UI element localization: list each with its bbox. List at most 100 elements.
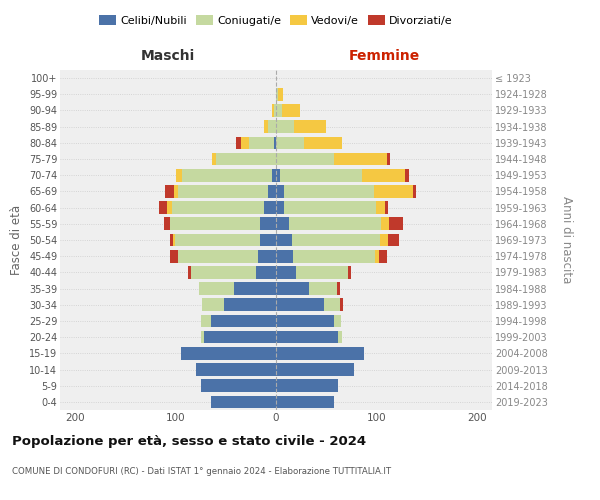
Y-axis label: Fasce di età: Fasce di età <box>10 205 23 275</box>
Bar <box>182 169 272 181</box>
Bar <box>274 104 276 117</box>
Bar <box>260 218 276 230</box>
Bar <box>276 218 289 230</box>
Bar <box>276 396 334 408</box>
Bar <box>191 266 256 278</box>
Bar <box>176 169 182 181</box>
Bar <box>203 331 276 344</box>
Bar <box>160 202 167 214</box>
Bar <box>164 218 170 230</box>
Bar <box>388 234 398 246</box>
Bar <box>382 218 389 230</box>
Bar <box>334 152 386 166</box>
Bar <box>379 250 386 262</box>
Bar <box>376 202 385 214</box>
Bar <box>212 152 216 166</box>
Bar <box>292 234 380 246</box>
Bar <box>276 380 338 392</box>
Bar <box>289 218 382 230</box>
Bar <box>309 282 337 295</box>
Bar <box>294 120 326 133</box>
Bar <box>272 169 276 181</box>
Bar <box>200 314 211 328</box>
Bar <box>362 169 404 181</box>
Bar <box>276 347 364 360</box>
Bar <box>334 314 341 328</box>
Bar <box>276 120 294 133</box>
Bar <box>234 282 276 295</box>
Bar <box>249 136 274 149</box>
Bar <box>276 363 355 376</box>
Text: Maschi: Maschi <box>141 48 195 62</box>
Bar <box>188 266 191 278</box>
Bar <box>260 234 276 246</box>
Bar <box>170 234 173 246</box>
Bar <box>404 169 409 181</box>
Bar <box>296 266 349 278</box>
Bar <box>276 202 284 214</box>
Bar <box>337 282 340 295</box>
Bar <box>276 250 293 262</box>
Bar <box>276 88 278 101</box>
Bar <box>170 218 260 230</box>
Bar <box>276 298 324 311</box>
Bar <box>224 298 276 311</box>
Bar <box>276 314 334 328</box>
Bar <box>167 202 172 214</box>
Bar <box>385 202 388 214</box>
Bar <box>389 218 403 230</box>
Bar <box>199 282 234 295</box>
Text: Femmine: Femmine <box>349 48 419 62</box>
Bar <box>172 202 264 214</box>
Bar <box>293 250 376 262</box>
Bar <box>276 104 282 117</box>
Bar <box>170 250 178 262</box>
Bar <box>181 347 276 360</box>
Bar <box>278 88 283 101</box>
Bar <box>338 331 343 344</box>
Bar <box>274 136 276 149</box>
Bar <box>178 185 268 198</box>
Bar <box>258 250 276 262</box>
Text: Popolazione per età, sesso e stato civile - 2024: Popolazione per età, sesso e stato civil… <box>12 435 366 448</box>
Bar <box>268 185 276 198</box>
Bar <box>196 363 276 376</box>
Bar <box>374 185 413 198</box>
Bar <box>200 331 203 344</box>
Bar <box>276 136 304 149</box>
Bar <box>202 298 224 311</box>
Bar <box>211 396 276 408</box>
Bar <box>178 250 258 262</box>
Bar <box>413 185 416 198</box>
Bar <box>276 169 280 181</box>
Bar <box>256 266 276 278</box>
Bar <box>272 104 274 117</box>
Y-axis label: Anni di nascita: Anni di nascita <box>560 196 572 284</box>
Bar <box>276 331 338 344</box>
Bar <box>175 234 260 246</box>
Bar <box>349 266 352 278</box>
Bar <box>166 185 173 198</box>
Bar <box>304 136 343 149</box>
Bar <box>376 250 379 262</box>
Bar <box>276 282 309 295</box>
Bar <box>264 202 276 214</box>
Bar <box>276 266 296 278</box>
Bar <box>236 136 241 149</box>
Text: COMUNE DI CONDOFURI (RC) - Dati ISTAT 1° gennaio 2024 - Elaborazione TUTTITALIA.: COMUNE DI CONDOFURI (RC) - Dati ISTAT 1°… <box>12 468 391 476</box>
Bar <box>284 202 376 214</box>
Bar <box>264 120 268 133</box>
Bar <box>216 152 276 166</box>
Bar <box>340 298 343 311</box>
Bar <box>276 152 334 166</box>
Bar <box>200 380 276 392</box>
Legend: Celibi/Nubili, Coniugati/e, Vedovi/e, Divorziati/e: Celibi/Nubili, Coniugati/e, Vedovi/e, Di… <box>95 10 457 30</box>
Bar <box>241 136 249 149</box>
Bar <box>324 298 340 311</box>
Bar <box>268 120 276 133</box>
Bar <box>211 314 276 328</box>
Bar <box>284 185 374 198</box>
Bar <box>380 234 388 246</box>
Bar <box>276 234 292 246</box>
Bar <box>282 104 300 117</box>
